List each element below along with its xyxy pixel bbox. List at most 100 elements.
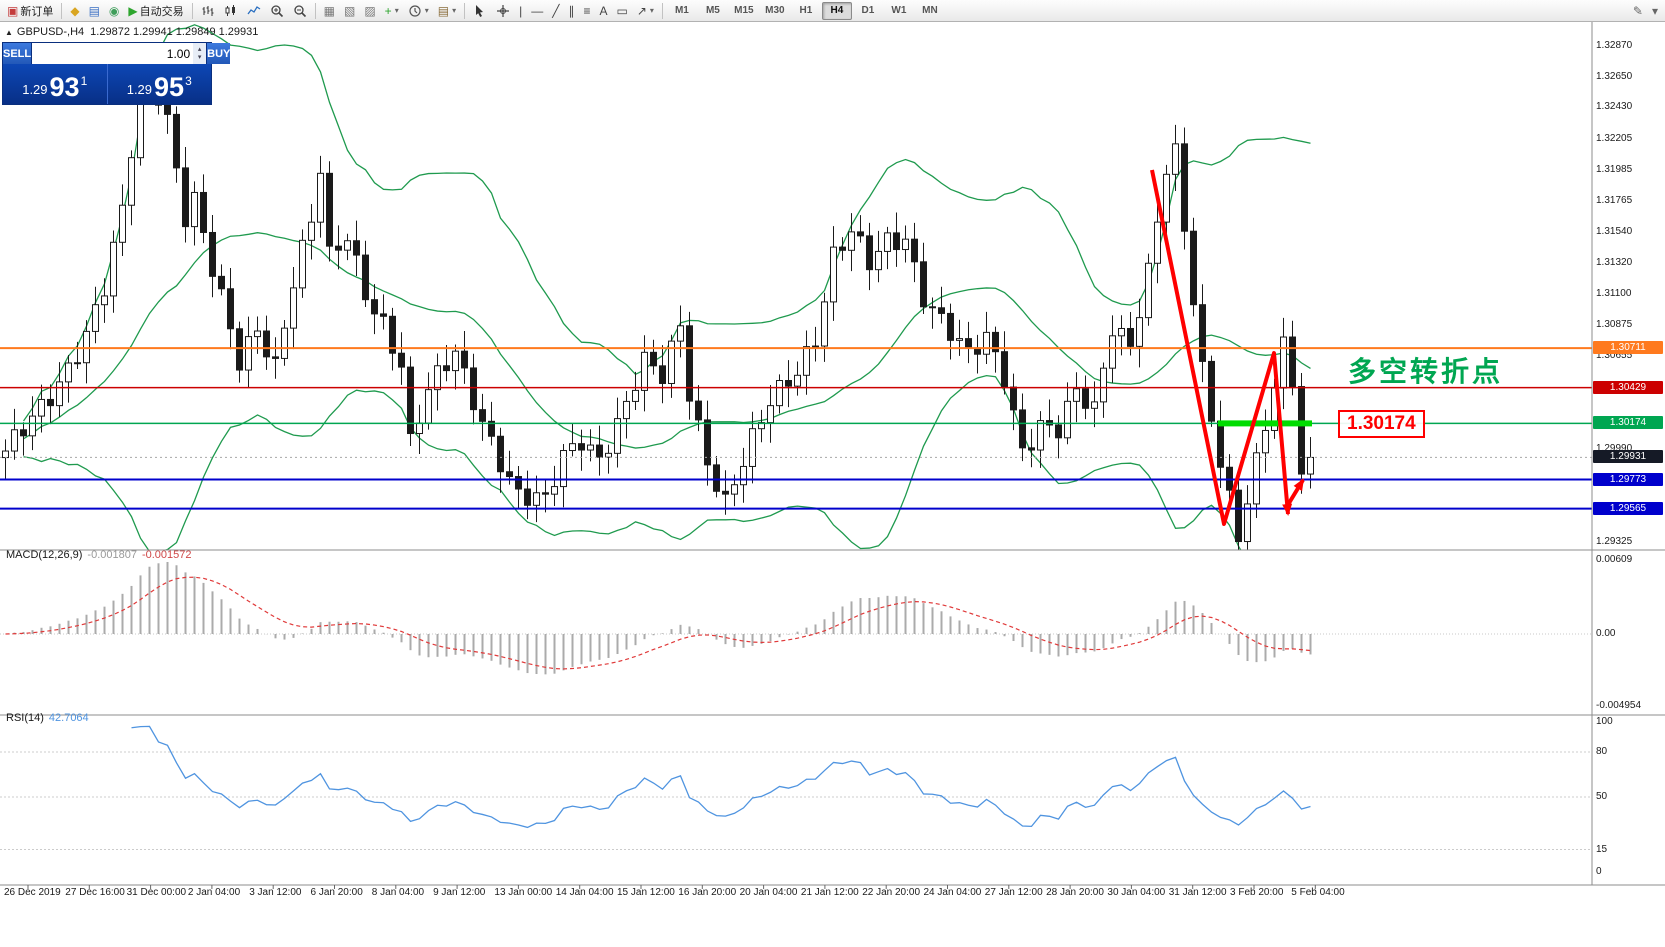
rsi-line [131,725,1311,829]
timeframe-m1-button[interactable]: M1 [674,4,689,16]
edit-icon[interactable]: ✎ [1629,1,1647,21]
cursor-icon [473,4,487,18]
vertical-line-icon[interactable]: | [515,1,526,21]
periods-button[interactable]: ▾ [404,1,433,21]
crosshair-icon[interactable] [492,1,514,21]
fibonacci-icon: ≡ [583,3,591,18]
sell-price-base: 1.29 [22,82,48,97]
volume-stepper: ▴ ▾ [193,43,207,64]
chevron-down-icon: ▾ [424,6,429,15]
text-icon[interactable]: A [595,1,611,21]
new-order-button[interactable]: ▣ 新订单 [3,1,57,21]
zoom-out-icon [293,4,307,18]
trend-arrow [1150,169,1293,526]
chevron-down-icon: ▾ [452,6,457,15]
timeframe-m15-button[interactable]: M15 [734,4,754,16]
chart-canvas[interactable] [0,22,1665,947]
zoom-in-icon[interactable] [266,1,288,21]
text-icon: A [599,3,608,18]
bar-chart-icon[interactable] [197,1,219,21]
timeframe-m5-button[interactable]: M5 [705,4,720,16]
indicators-add-button[interactable]: + ▾ [381,1,403,21]
timeframe-h1-button[interactable]: H1 [799,4,813,16]
channel-icon: ∥ [568,3,575,18]
toolbar-separator [61,2,63,19]
autotrade-button-label: 自动交易 [139,5,184,18]
new-order-button: ▣ [7,3,19,18]
edit-icon: ✎ [1632,3,1643,18]
horizontal-line-icon[interactable]: — [527,1,547,21]
shapes-button[interactable]: ↗ ▾ [633,1,658,21]
macd-layer [0,562,1592,675]
bar-chart-icon [201,4,215,18]
trendline-icon: ╱ [552,3,560,18]
buy-button[interactable]: BUY [207,43,231,64]
tile-windows-icon[interactable]: ▦ [320,1,339,21]
trendline-icon[interactable]: ╱ [548,1,563,21]
autotrade-button: ▶ [128,3,138,18]
price-lines-layer [0,347,1592,510]
sell-button[interactable]: SELL [3,43,32,64]
timeframe-d1-button[interactable]: D1 [861,4,875,16]
volume-down-icon[interactable]: ▾ [197,53,202,61]
toolbar-separator [191,2,193,19]
candlestick-chart-icon[interactable] [220,1,242,21]
toolbar-separator [464,2,466,19]
sell-price-sup: 1 [80,74,88,88]
charts-profile-icon: ◆ [70,3,80,18]
charts-profile-icon[interactable]: ◆ [66,1,83,21]
navigator-icon: ◉ [108,3,120,18]
buy-price-base: 1.29 [126,82,153,97]
indicators-add-button: + [384,3,392,18]
vertical-line-icon: | [519,3,523,18]
crosshair-icon [496,4,510,18]
market-watch-icon: ▤ [88,3,100,18]
buy-price[interactable]: 1.29 95 3 [108,64,212,104]
chevron-down-icon: ▾ [649,6,654,15]
label-icon[interactable]: ▭ [612,1,631,21]
channel-icon[interactable]: ∥ [564,1,578,21]
panel-separators [0,22,1665,889]
timeframe-h4-button[interactable]: H4 [821,1,852,20]
volume-box: ▴ ▾ [31,43,208,64]
cursor-icon[interactable] [469,1,491,21]
support-highlight-segment [1218,420,1312,427]
macd-signal-line [5,576,1311,670]
templates-button[interactable]: ▤ ▾ [434,1,460,21]
sell-price[interactable]: 1.29 93 1 [3,64,107,104]
periods-button [408,4,422,18]
more-icon[interactable]: ▾ [1648,1,1662,21]
fibonacci-icon[interactable]: ≡ [579,1,594,21]
line-chart-icon[interactable] [243,1,265,21]
cascade-windows-icon: ▧ [343,3,356,18]
timeframe-w1-button[interactable]: W1 [891,4,907,16]
horizontal-line-icon: — [531,3,544,18]
cascade-windows-icon[interactable]: ▧ [340,1,359,21]
navigator-icon[interactable]: ◉ [105,1,123,21]
chevron-down-icon: ▾ [394,6,399,15]
market-watch-icon[interactable]: ▤ [85,1,104,21]
zoom-out-icon[interactable] [289,1,311,21]
zoom-in-icon [270,4,284,18]
timeframe-m30-button[interactable]: M30 [765,4,785,16]
price-divider [106,64,108,104]
timeframe-mn-button[interactable]: MN [922,4,938,16]
line-chart-icon [247,4,261,18]
candlestick-chart-icon [224,4,238,18]
rsi-layer [0,725,1592,850]
volume-up-icon[interactable]: ▴ [197,45,202,53]
templates-button: ▤ [437,3,450,18]
shapes-button: ↗ [636,3,647,18]
sell-price-big: 93 [49,72,80,102]
volume-field[interactable] [32,43,194,64]
candles-layer [2,49,1314,550]
toolbar-separator [314,2,316,19]
auto-arrange-icon: ▨ [364,3,376,18]
autotrade-button[interactable]: ▶ 自动交易 [124,1,187,21]
new-order-button-label: 新订单 [20,5,54,18]
buy-price-big: 95 [154,72,185,102]
trend-arrow [1284,478,1305,510]
auto-arrange-icon[interactable]: ▨ [360,1,379,21]
tile-windows-icon: ▦ [323,3,335,18]
more-icon: ▾ [1651,3,1658,18]
